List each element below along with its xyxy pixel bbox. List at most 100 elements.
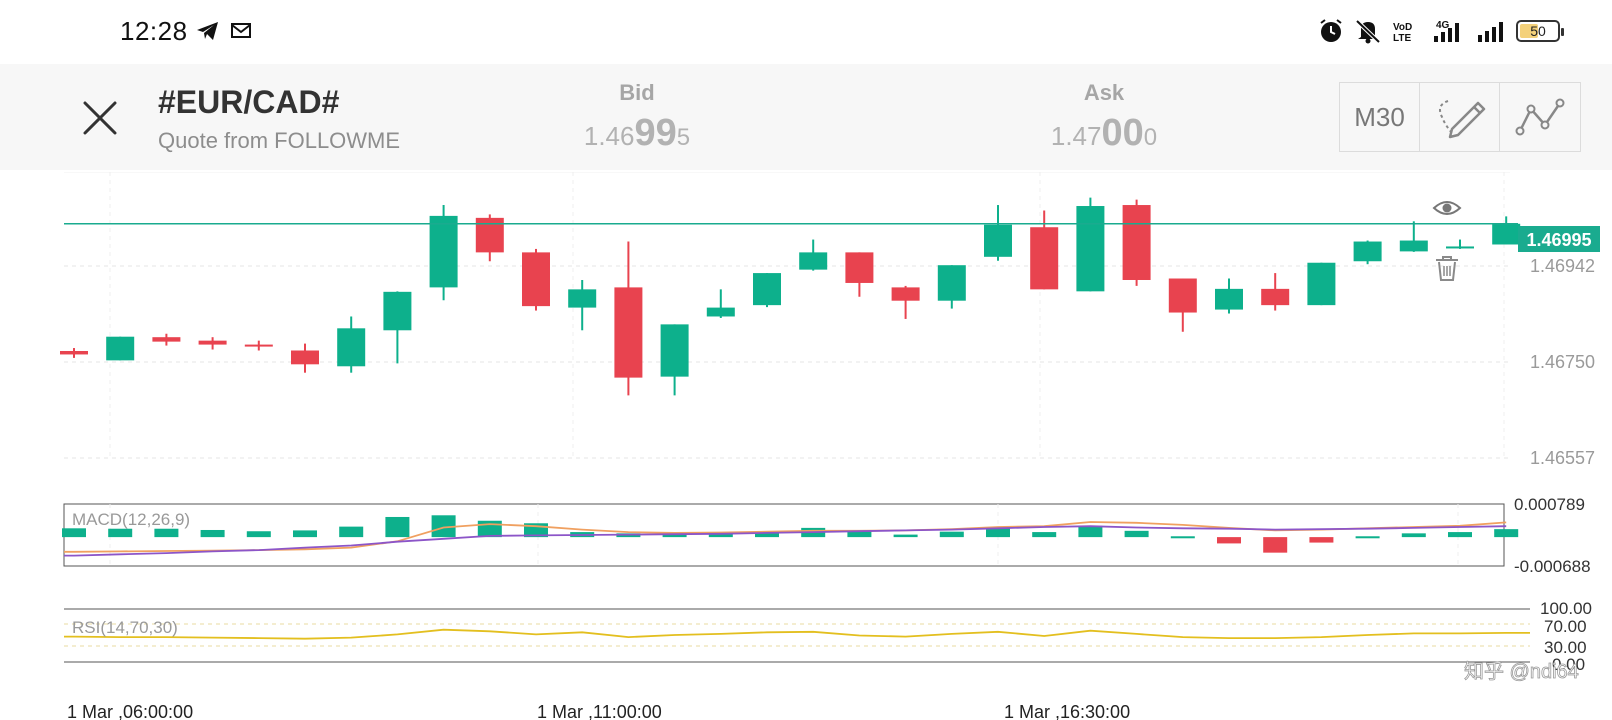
bid-price-fraction: 5	[676, 124, 691, 151]
candle-body	[244, 344, 273, 347]
rsi-level-label: 0.00	[1552, 655, 1585, 674]
current-price-tag	[1518, 226, 1600, 252]
macd-histogram-bar	[847, 531, 872, 538]
rsi-label: RSI(14,70,30)	[72, 618, 178, 637]
time-axis-label: 1 Mar ,06:00:00	[67, 702, 193, 720]
chart-toolbar: M30	[1339, 82, 1581, 152]
ask-price-pips: 00	[1101, 112, 1144, 154]
volte-icon: VoD LTE	[1393, 22, 1412, 43]
price-axis-label: 1.46942	[1530, 256, 1595, 276]
status-time: 12:28	[120, 16, 188, 46]
chart-area[interactable]: 1.46995 1.46942 1.46750 1.46557 MACD(12,…	[0, 171, 1612, 720]
chart-header: #EUR/CAD# Quote from FOLLOWME Bid 1.4699…	[0, 64, 1612, 170]
current-price-label: 1.46995	[1526, 230, 1591, 250]
price-axis-label: 1.46557	[1530, 448, 1595, 468]
macd-histogram-bar	[1309, 537, 1334, 543]
macd-signal-line	[64, 525, 1507, 557]
macd-histogram-bar	[1355, 536, 1380, 539]
macd-histogram-bar	[385, 516, 410, 538]
rsi-line	[64, 628, 1530, 640]
ask-price-fraction: 0	[1143, 124, 1158, 151]
macd-histogram-bar	[755, 532, 779, 538]
macd-histogram-bar	[986, 527, 1010, 538]
draw-tool-button[interactable]	[1420, 83, 1500, 151]
ask-price: 1.47000	[1004, 112, 1204, 155]
candle-body	[614, 287, 643, 378]
time-axis-label: 1 Mar ,11:00:00	[537, 702, 662, 720]
macd-axis-min: -0.000688	[1514, 557, 1591, 576]
ask-label: Ask	[1083, 80, 1125, 105]
candle-body	[753, 273, 781, 306]
candle-body	[1215, 288, 1243, 310]
candle-body	[891, 287, 920, 301]
candle-body	[1076, 206, 1105, 292]
candle-body	[1030, 227, 1059, 290]
signal-4g-icon: 4G	[1434, 20, 1459, 42]
candle-body	[1492, 223, 1521, 245]
svg-text:LTE: LTE	[1393, 33, 1411, 43]
macd-histogram-bar	[431, 515, 456, 538]
candle-body	[1168, 278, 1197, 313]
macd-histogram-bar	[293, 530, 317, 538]
macd-label: MACD(12,26,9)	[72, 510, 190, 529]
trash-icon[interactable]	[1436, 256, 1458, 281]
indicator-button[interactable]	[1500, 83, 1580, 151]
bid-price-prefix: 1.46	[583, 121, 635, 151]
macd-histogram-bar	[339, 526, 364, 538]
price-axis-label: 1.46750	[1530, 352, 1595, 372]
macd-histogram-bar	[200, 529, 225, 538]
macd-histogram-bar	[893, 534, 918, 538]
candle-body	[706, 307, 735, 317]
line-chart-icon	[1515, 98, 1565, 136]
candle-body	[1122, 205, 1151, 280]
ask-price-prefix: 1.47	[1050, 121, 1102, 151]
candlestick-series	[60, 197, 1521, 396]
status-bar: 12:28 VoD LTE 4G	[0, 0, 1612, 64]
candle-body	[845, 252, 874, 283]
macd-histogram-bar	[1401, 533, 1426, 538]
rsi-level-label: 100.00	[1540, 599, 1592, 618]
macd-histogram-bar	[1032, 532, 1057, 538]
telegram-icon	[197, 22, 218, 40]
rsi-level-label: 30.00	[1544, 638, 1587, 657]
close-button[interactable]	[80, 98, 120, 138]
macd-histogram-bar	[1078, 525, 1103, 538]
price-chart[interactable]: 1.46995 1.46942 1.46750 1.46557 MACD(12,…	[0, 171, 1612, 720]
bell-muted-icon	[1355, 19, 1381, 44]
candle-body	[984, 224, 1012, 257]
macd-histogram-bar	[62, 528, 86, 538]
timeframe-button[interactable]: M30	[1340, 83, 1420, 151]
macd-histogram-bar	[1448, 532, 1472, 538]
battery-fill	[1520, 24, 1538, 38]
svg-text:VoD: VoD	[1393, 22, 1412, 33]
macd-histogram-bar	[939, 531, 964, 538]
svg-text:4G: 4G	[1436, 20, 1450, 31]
bid-block: Bid 1.46995	[537, 80, 737, 155]
candle-body	[937, 265, 966, 301]
close-icon[interactable]	[80, 98, 120, 138]
macd-histogram-bar	[1217, 537, 1241, 544]
main-chart-grid	[64, 171, 1510, 459]
bid-label: Bid	[619, 80, 655, 105]
timeframe-label: M30	[1354, 101, 1405, 132]
pencil-draw-icon	[1438, 100, 1485, 139]
candle-body	[383, 291, 412, 331]
rsi-level-label: 70.00	[1544, 617, 1587, 636]
macd-histogram-bar	[1494, 529, 1519, 538]
battery-level: 50	[1530, 23, 1546, 39]
eye-icon[interactable]	[1432, 201, 1462, 215]
ask-block: Ask 1.47000	[1004, 80, 1204, 155]
bid-price: 1.46995	[537, 112, 737, 155]
mail-icon	[231, 23, 251, 38]
battery-indicator: 50	[1516, 20, 1564, 42]
candle-body	[799, 252, 828, 270]
signal-icon	[1478, 22, 1503, 42]
candle-body	[568, 289, 597, 308]
macd-histogram-bar	[154, 528, 179, 538]
macd-histogram-bar	[1170, 536, 1195, 539]
bid-price-pips: 99	[634, 112, 677, 154]
macd-histogram-bar	[708, 534, 733, 538]
candle-body	[291, 350, 319, 365]
macd-histogram-bar	[108, 528, 133, 538]
macd-histogram-bar	[1124, 530, 1149, 538]
